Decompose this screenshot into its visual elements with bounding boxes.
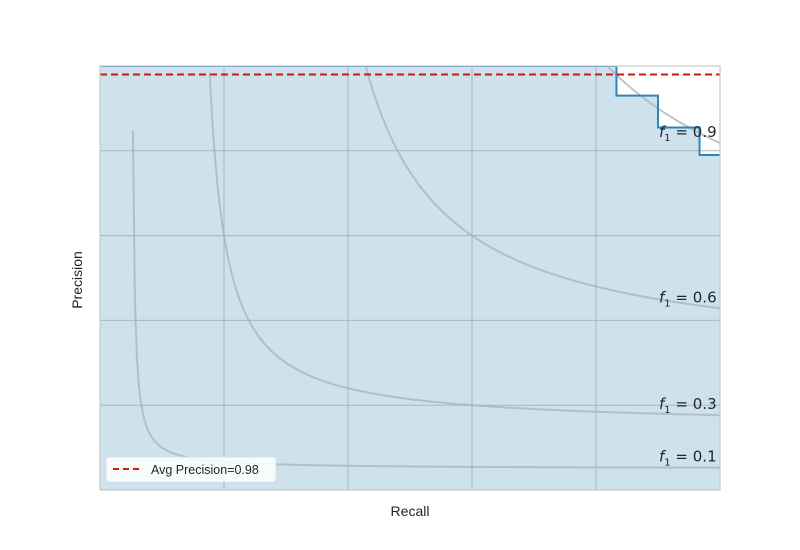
legend-label-avg-precision: Avg Precision=0.98	[151, 463, 259, 477]
x-axis-label: Recall	[391, 503, 430, 519]
iso-f1-curve	[365, 66, 720, 310]
iso-f1-label: f1 = 0.1	[659, 448, 717, 469]
iso-f1-label: f1 = 0.6	[659, 288, 717, 309]
plot-frame	[99, 65, 721, 491]
legend-box	[105, 456, 277, 483]
iso-f1-curve	[208, 72, 720, 417]
legend: Avg Precision=0.98	[105, 456, 277, 483]
unfilled-region	[100, 66, 720, 156]
iso-f1-label: f1 = 0.9	[659, 123, 717, 144]
y-axis-label: Precision	[69, 251, 85, 309]
precision-recall-curve	[100, 66, 720, 157]
plot-background	[100, 66, 720, 490]
iso-f1-label: f1 = 0.3	[659, 395, 717, 416]
iso-f1-curve	[606, 66, 720, 144]
